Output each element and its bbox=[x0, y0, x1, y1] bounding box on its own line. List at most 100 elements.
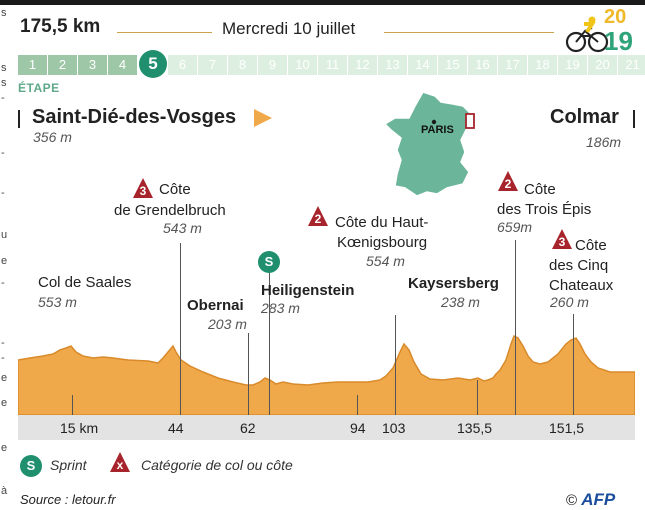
stage-15: 15 bbox=[438, 55, 467, 75]
distance-bar bbox=[18, 415, 635, 440]
trois-epis-altitude: 659m bbox=[497, 219, 533, 235]
km-mark: 62 bbox=[240, 420, 256, 436]
stage-13: 13 bbox=[378, 55, 407, 75]
category-number: 3 bbox=[558, 235, 566, 249]
climb-category-icon bbox=[133, 178, 153, 198]
stage-1: 1 bbox=[18, 55, 47, 75]
copyright-symbol: © bbox=[566, 492, 578, 509]
cyclist-icon bbox=[565, 16, 609, 53]
finish-altitude: 186m bbox=[586, 134, 622, 150]
legend-category-label: Catégorie de col ou côte bbox=[141, 457, 293, 473]
leader-obernai bbox=[248, 333, 249, 415]
stage-10: 10 bbox=[288, 55, 317, 75]
copyright: © AFP bbox=[566, 490, 615, 510]
cinq-chateaux-name3: Chateaux bbox=[549, 277, 614, 294]
saales-name: Col de Saales bbox=[38, 274, 132, 291]
grendelbruch-name2: de Grendelbruch bbox=[114, 202, 226, 219]
stage-6: 6 bbox=[168, 55, 197, 75]
km-mark: 103 bbox=[382, 420, 406, 436]
header-rule-right bbox=[384, 32, 554, 33]
grendelbruch-altitude: 543 m bbox=[163, 220, 202, 236]
stage-2: 2 bbox=[48, 55, 77, 75]
legend-sprint-icon: S bbox=[20, 455, 42, 477]
kaysersberg-name: Kaysersberg bbox=[408, 275, 499, 292]
heiligenstein-altitude: 283 m bbox=[261, 300, 300, 316]
stage-4: 4 bbox=[108, 55, 137, 75]
climb-category-icon bbox=[308, 206, 328, 226]
stage-region-marker bbox=[465, 113, 475, 129]
obernai-name: Obernai bbox=[187, 297, 244, 314]
etape-label: ÉTAPE bbox=[18, 81, 60, 95]
stage-16: 16 bbox=[468, 55, 497, 75]
stage-7: 7 bbox=[198, 55, 227, 75]
source-credit: Source : letour.fr bbox=[20, 492, 116, 507]
cinq-chateaux-name1: Côte bbox=[575, 237, 607, 254]
koenigsbourg-altitude: 554 m bbox=[366, 253, 405, 269]
leader-cinq-chateaux bbox=[573, 314, 574, 415]
category-number: 2 bbox=[314, 212, 322, 226]
stage-5-current: 5 bbox=[138, 50, 167, 78]
stage-3: 3 bbox=[78, 55, 107, 75]
year-bottom: 19 bbox=[604, 26, 633, 56]
stage-14: 14 bbox=[408, 55, 437, 75]
sprint-badge: S bbox=[258, 251, 280, 273]
stage-12: 12 bbox=[348, 55, 377, 75]
km-mark: 94 bbox=[350, 420, 366, 436]
cinq-chateaux-altitude: 260 m bbox=[550, 294, 589, 310]
finish-tick bbox=[633, 110, 635, 128]
climb-category-icon bbox=[552, 229, 572, 249]
obernai-altitude: 203 m bbox=[208, 316, 247, 332]
start-city: Saint-Dié-des-Vosges bbox=[32, 106, 237, 128]
leader-135 bbox=[477, 380, 478, 415]
paris-label: PARIS bbox=[421, 124, 454, 136]
category-number: 2 bbox=[504, 177, 512, 191]
profile-area bbox=[18, 334, 635, 416]
elevation-profile bbox=[18, 334, 635, 416]
stage-18: 18 bbox=[528, 55, 557, 75]
stage-distance: 175,5 km bbox=[20, 16, 101, 37]
stage-strip: 1 2 3 4 5 6 7 8 9 10 11 12 13 14 15 16 1… bbox=[18, 50, 645, 78]
leader-heiligenstein bbox=[269, 272, 270, 415]
stage-20: 20 bbox=[588, 55, 617, 75]
cropped-left-column: s s s - - - u e - - - e e e à bbox=[1, 8, 8, 497]
km-mark: 151,5 bbox=[549, 420, 585, 436]
france-map bbox=[383, 91, 475, 197]
km-mark: 135,5 bbox=[457, 420, 493, 436]
kaysersberg-altitude: 238 m bbox=[441, 294, 480, 310]
france-shape bbox=[383, 91, 472, 197]
climb-category-icon bbox=[498, 171, 518, 191]
leader-kaysersberg bbox=[395, 315, 396, 415]
top-bar bbox=[0, 0, 645, 5]
category-badge: 2 bbox=[497, 170, 519, 192]
koenigsbourg-name1: Côte du Haut- bbox=[335, 214, 429, 231]
stage-21: 21 bbox=[618, 55, 645, 75]
trois-epis-name2: des Trois Épis bbox=[497, 201, 592, 218]
climb-category-icon bbox=[110, 452, 130, 472]
grendelbruch-name1: Côte bbox=[159, 181, 191, 198]
start-flag-icon bbox=[254, 109, 272, 127]
legend-category-icon: x bbox=[109, 451, 131, 473]
category-number: 3 bbox=[139, 184, 147, 198]
start-altitude: 356 m bbox=[33, 129, 72, 145]
cinq-chateaux-name2: des Cinq bbox=[549, 257, 609, 274]
stage-8: 8 bbox=[228, 55, 257, 75]
stage-date: Mercredi 10 juillet bbox=[222, 19, 356, 38]
stage-11: 11 bbox=[318, 55, 347, 75]
afp-logo: AFP bbox=[581, 490, 616, 509]
saales-altitude: 553 m bbox=[38, 294, 77, 310]
tour-logo: 20 19 bbox=[556, 6, 636, 56]
start-tick bbox=[18, 110, 20, 128]
finish-city: Colmar bbox=[550, 106, 619, 128]
km-mark: 44 bbox=[168, 420, 184, 436]
leader-grendelbruch bbox=[180, 243, 181, 415]
leader-trois-epis bbox=[515, 240, 516, 415]
header-rule-left bbox=[117, 32, 212, 33]
legend-category-symbol: x bbox=[116, 458, 124, 472]
category-badge: 3 bbox=[551, 228, 573, 250]
koenigsbourg-name2: Kœnigsbourg bbox=[337, 234, 428, 251]
leader-15 bbox=[72, 395, 73, 415]
stage-17: 17 bbox=[498, 55, 527, 75]
legend-sprint-label: Sprint bbox=[50, 457, 87, 473]
leader-94 bbox=[357, 395, 358, 415]
heiligenstein-name: Heiligenstein bbox=[261, 282, 355, 299]
